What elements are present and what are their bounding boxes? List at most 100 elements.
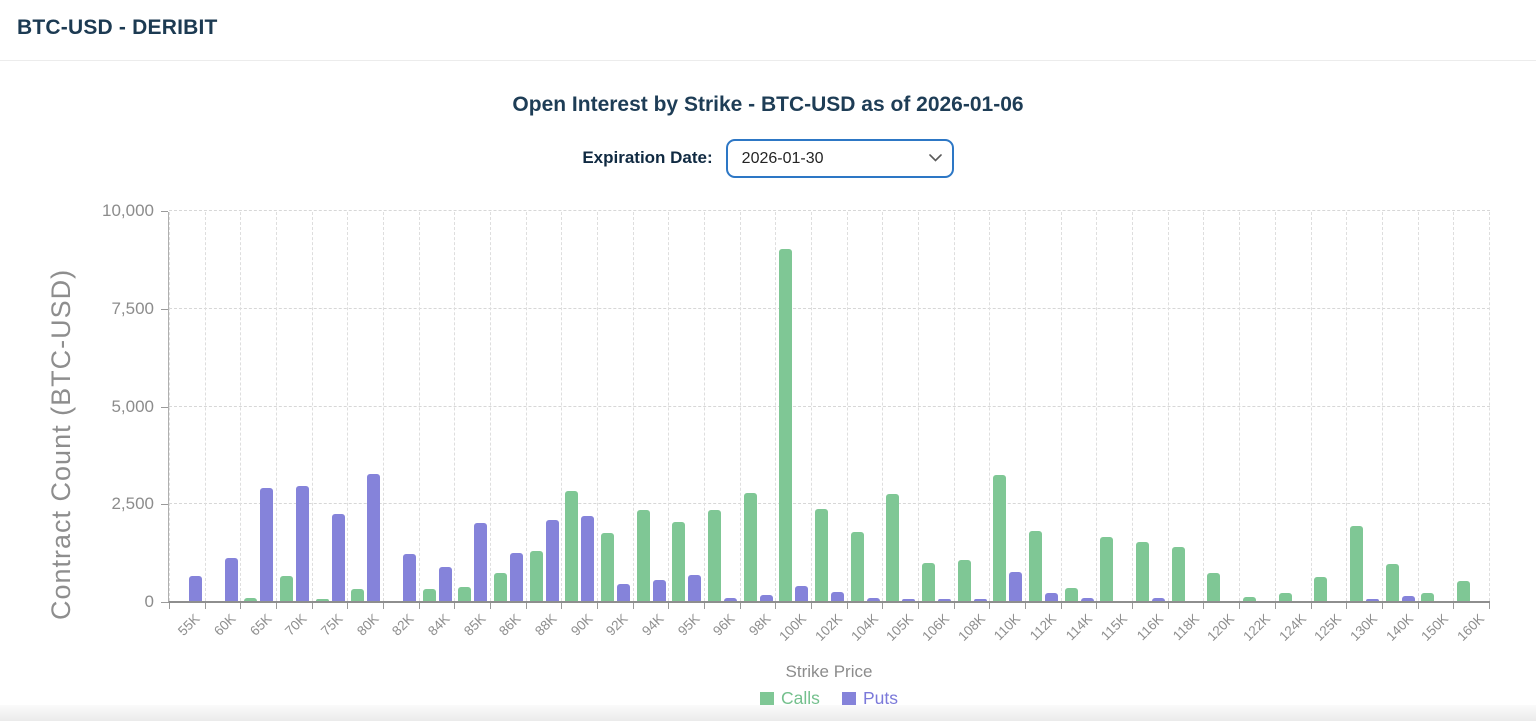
expiration-select[interactable]: 2026-01-30 bbox=[725, 138, 954, 178]
x-tick-label-95K: 95K bbox=[674, 611, 703, 639]
bar-puts-104K bbox=[866, 598, 880, 601]
bar-puts-96K bbox=[723, 598, 737, 601]
bar-group-140K: 140K bbox=[1381, 212, 1418, 644]
bar-calls-98K bbox=[743, 493, 757, 601]
x-tick-label-110K: 110K bbox=[991, 611, 1024, 644]
bar-group-84K: 84K bbox=[418, 212, 455, 639]
bar-group-80K: 80K bbox=[347, 212, 383, 639]
bar-group-150K: 150K bbox=[1417, 212, 1454, 644]
bar-group-120K: 120K bbox=[1203, 212, 1239, 644]
gridline-y-5000 bbox=[169, 405, 1490, 407]
x-tick-label-112K: 112K bbox=[1026, 611, 1060, 644]
x-tick-label-105K: 105K bbox=[883, 611, 917, 644]
legend-label-puts: Puts bbox=[862, 688, 898, 708]
y-tick-label: 2,500 bbox=[111, 494, 154, 514]
bar-group-122K: 122K bbox=[1239, 212, 1275, 644]
expiration-select-wrap: 2026-01-30 bbox=[725, 138, 954, 178]
x-tick-label-125K: 125K bbox=[1311, 611, 1345, 644]
bar-puts-85K bbox=[474, 523, 488, 601]
expiration-controls: Expiration Date: 2026-01-30 bbox=[0, 138, 1536, 178]
bar-calls-75K bbox=[315, 599, 329, 601]
y-tick-mark bbox=[161, 602, 168, 603]
bar-group-130K: 130K bbox=[1346, 212, 1382, 644]
x-tick-label-98K: 98K bbox=[746, 611, 774, 639]
bar-calls-118K bbox=[1171, 547, 1185, 601]
legend-item-puts[interactable]: Puts bbox=[841, 688, 898, 709]
bar-calls-100K bbox=[779, 249, 793, 601]
x-tick-label-120K: 120K bbox=[1204, 611, 1238, 644]
bar-calls-65K bbox=[244, 598, 258, 601]
bar-calls-95K bbox=[672, 522, 686, 601]
x-tick-label-92K: 92K bbox=[603, 611, 632, 639]
bar-puts-80K bbox=[367, 474, 381, 601]
bar-puts-70K bbox=[295, 486, 309, 601]
bar-group-98K: 98K bbox=[739, 212, 776, 639]
bar-calls-85K bbox=[458, 587, 472, 601]
x-tick-label-84K: 84K bbox=[425, 611, 453, 639]
x-tick-label-88K: 88K bbox=[532, 611, 560, 639]
bar-puts-102K bbox=[830, 592, 844, 601]
bar-group-86K: 86K bbox=[490, 212, 526, 639]
bar-group-102K: 102K bbox=[811, 212, 847, 644]
bar-group-90K: 90K bbox=[561, 212, 597, 639]
legend-swatch-calls bbox=[760, 691, 775, 706]
x-tick-label-122K: 122K bbox=[1240, 611, 1274, 644]
x-tick-label-140K: 140K bbox=[1382, 611, 1416, 644]
bar-group-115K: 115K bbox=[1096, 212, 1132, 643]
bar-group-88K: 88K bbox=[525, 212, 562, 639]
bar-puts-94K bbox=[652, 580, 666, 601]
bar-group-114K: 114K bbox=[1060, 212, 1097, 643]
bar-calls-108K bbox=[957, 560, 971, 601]
bar-group-105K: 105K bbox=[882, 212, 918, 644]
bar-puts-60K bbox=[224, 558, 238, 601]
bar-puts-110K bbox=[1009, 572, 1023, 601]
bar-calls-115K bbox=[1100, 537, 1114, 601]
bar-group-70K: 70K bbox=[276, 212, 312, 639]
bar-puts-112K bbox=[1044, 593, 1058, 601]
bar-group-75K: 75K bbox=[311, 212, 348, 639]
x-axis-title: Strike Price bbox=[785, 662, 873, 681]
bar-puts-106K bbox=[937, 599, 951, 601]
bar-group-124K: 124K bbox=[1274, 212, 1311, 644]
bar-group-100K: 100K bbox=[775, 212, 811, 644]
y-tick-label: 10,000 bbox=[102, 201, 154, 220]
bar-group-104K: 104K bbox=[846, 212, 883, 644]
bar-puts-82K bbox=[402, 554, 416, 601]
bar-group-108K: 108K bbox=[953, 212, 990, 644]
bar-calls-106K bbox=[921, 563, 935, 601]
expiration-date-label: Expiration Date: bbox=[582, 148, 713, 167]
gridline-y-10000 bbox=[169, 210, 1490, 211]
bar-puts-92K bbox=[616, 584, 630, 601]
bar-calls-86K bbox=[493, 573, 507, 601]
bar-group-160K: 160K bbox=[1453, 212, 1490, 644]
bar-puts-88K bbox=[545, 520, 559, 601]
bar-calls-94K bbox=[636, 510, 650, 601]
x-tick-label-114K: 114K bbox=[1062, 611, 1095, 644]
bar-puts-100K bbox=[795, 586, 809, 601]
x-tick-label-104K: 104K bbox=[847, 611, 881, 644]
bar-puts-90K bbox=[581, 516, 595, 601]
bar-group-60K: 60K bbox=[204, 212, 241, 639]
bar-calls-80K bbox=[351, 589, 365, 601]
y-tick-mark bbox=[161, 504, 168, 506]
x-tick-label-75K: 75K bbox=[318, 611, 346, 639]
bar-group-92K: 92K bbox=[597, 212, 633, 639]
bar-group-85K: 85K bbox=[454, 212, 490, 639]
bar-calls-70K bbox=[279, 576, 293, 601]
y-tick-label: 0 bbox=[144, 592, 154, 611]
legend-item-calls[interactable]: Calls bbox=[760, 688, 820, 709]
x-tick-label-106K: 106K bbox=[919, 611, 953, 644]
bar-group-112K: 112K bbox=[1025, 212, 1061, 643]
bar-puts-130K bbox=[1366, 599, 1379, 601]
x-tick-label-82K: 82K bbox=[389, 611, 417, 639]
x-tick-label-100K: 100K bbox=[776, 611, 810, 644]
y-axis: 0 2,500 5,000 7,500 10,000 bbox=[0, 201, 168, 611]
bar-group-65K: 65K bbox=[240, 212, 276, 639]
y-tick-label: 5,000 bbox=[111, 396, 154, 416]
bar-group-125K: 125K bbox=[1310, 212, 1347, 644]
bar-calls-90K bbox=[565, 491, 579, 601]
y-tick-mark bbox=[161, 211, 168, 212]
bar-group-116K: 116K bbox=[1132, 212, 1168, 643]
x-tick-label-124K: 124K bbox=[1275, 611, 1309, 644]
